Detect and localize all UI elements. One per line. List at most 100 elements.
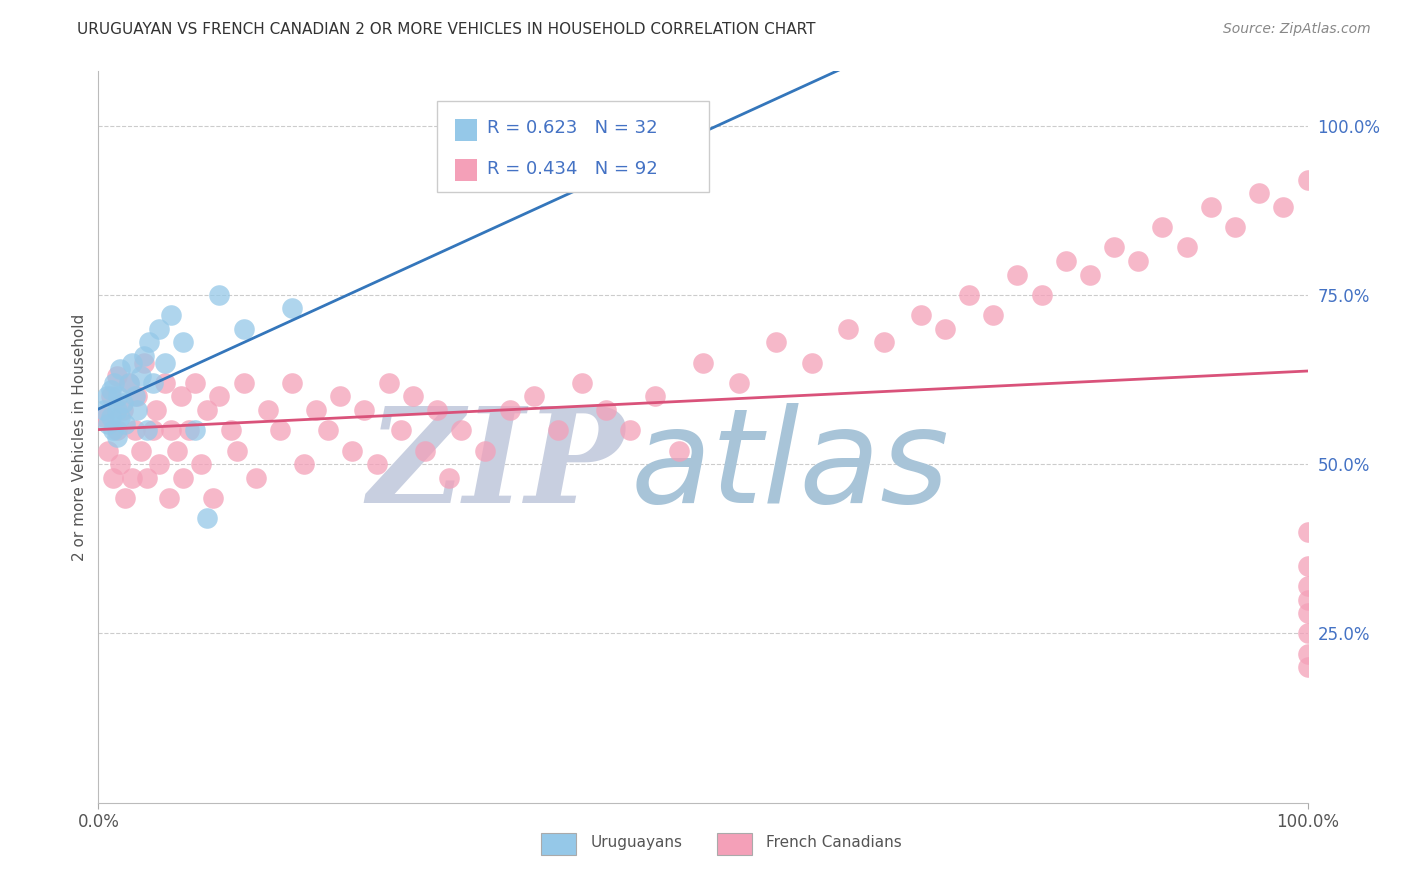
Point bbox=[305, 403, 328, 417]
Point bbox=[129, 369, 152, 384]
Text: R = 0.434   N = 92: R = 0.434 N = 92 bbox=[486, 160, 658, 178]
Point bbox=[127, 389, 149, 403]
Point bbox=[160, 423, 183, 437]
Bar bbox=[456, 159, 477, 181]
Point bbox=[121, 471, 143, 485]
Point bbox=[134, 349, 156, 363]
Point bbox=[619, 423, 641, 437]
Point bbox=[148, 457, 170, 471]
Bar bbox=[456, 119, 477, 141]
Point bbox=[377, 376, 399, 390]
Point bbox=[281, 301, 304, 316]
Point bbox=[166, 443, 188, 458]
Point bbox=[837, 322, 859, 336]
Point bbox=[1296, 172, 1319, 186]
Point bbox=[1007, 268, 1029, 282]
Point bbox=[426, 403, 449, 417]
Point bbox=[100, 389, 122, 403]
Point bbox=[100, 409, 122, 424]
Point bbox=[389, 423, 412, 437]
Point bbox=[1296, 579, 1319, 593]
Point bbox=[728, 376, 751, 390]
Point bbox=[1296, 592, 1319, 607]
Point bbox=[101, 471, 124, 485]
Point bbox=[127, 403, 149, 417]
Point bbox=[316, 423, 339, 437]
Point bbox=[108, 409, 131, 424]
Point bbox=[245, 471, 267, 485]
Point bbox=[179, 423, 201, 437]
Point bbox=[547, 423, 569, 437]
Point bbox=[910, 308, 932, 322]
Point bbox=[108, 457, 131, 471]
Point bbox=[93, 409, 115, 424]
Point bbox=[190, 457, 212, 471]
Point bbox=[103, 376, 125, 390]
Point bbox=[232, 376, 254, 390]
Point bbox=[292, 457, 315, 471]
Point bbox=[1078, 268, 1101, 282]
Point bbox=[172, 471, 194, 485]
Point bbox=[108, 362, 131, 376]
Point bbox=[142, 376, 165, 390]
Text: R = 0.623   N = 32: R = 0.623 N = 32 bbox=[486, 120, 657, 137]
Point bbox=[1296, 558, 1319, 573]
Point bbox=[114, 417, 136, 431]
Point bbox=[474, 443, 496, 458]
Point bbox=[256, 403, 278, 417]
Point bbox=[93, 403, 115, 417]
Point bbox=[105, 430, 128, 444]
Point bbox=[172, 335, 194, 350]
Point bbox=[1296, 626, 1319, 640]
Text: Uruguayans: Uruguayans bbox=[591, 836, 682, 850]
Point bbox=[366, 457, 388, 471]
Point bbox=[342, 443, 364, 458]
Point bbox=[145, 403, 167, 417]
Point bbox=[129, 443, 152, 458]
Point bbox=[100, 383, 122, 397]
Point bbox=[1031, 288, 1053, 302]
Point bbox=[105, 369, 128, 384]
Point bbox=[134, 355, 156, 369]
Point bbox=[208, 288, 231, 302]
Point bbox=[101, 423, 124, 437]
Point bbox=[353, 403, 375, 417]
Point bbox=[142, 423, 165, 437]
Point bbox=[169, 389, 191, 403]
Point bbox=[118, 376, 141, 390]
Point bbox=[1223, 220, 1246, 235]
Point bbox=[413, 443, 436, 458]
Point bbox=[111, 396, 134, 410]
Point bbox=[668, 443, 690, 458]
Point bbox=[498, 403, 520, 417]
Point bbox=[692, 355, 714, 369]
Point bbox=[402, 389, 425, 403]
Point bbox=[105, 403, 128, 417]
Point bbox=[202, 491, 225, 505]
Point bbox=[281, 376, 304, 390]
Point bbox=[1249, 186, 1271, 201]
Point bbox=[437, 471, 460, 485]
Point bbox=[232, 322, 254, 336]
Point bbox=[595, 403, 617, 417]
Text: URUGUAYAN VS FRENCH CANADIAN 2 OR MORE VEHICLES IN HOUSEHOLD CORRELATION CHART: URUGUAYAN VS FRENCH CANADIAN 2 OR MORE V… bbox=[77, 22, 815, 37]
Point bbox=[97, 417, 120, 431]
Point bbox=[184, 423, 207, 437]
Point bbox=[208, 389, 231, 403]
Point bbox=[1296, 524, 1319, 539]
Point bbox=[121, 355, 143, 369]
Point bbox=[111, 403, 134, 417]
Point bbox=[1175, 240, 1198, 254]
Point bbox=[153, 376, 176, 390]
Point bbox=[450, 423, 472, 437]
Point bbox=[1199, 200, 1222, 214]
Point bbox=[96, 389, 118, 403]
Point bbox=[329, 389, 352, 403]
Point bbox=[221, 423, 243, 437]
Point bbox=[97, 443, 120, 458]
Point bbox=[1296, 647, 1319, 661]
Point bbox=[226, 443, 249, 458]
Point bbox=[105, 423, 128, 437]
Point bbox=[1272, 200, 1295, 214]
Point bbox=[957, 288, 980, 302]
